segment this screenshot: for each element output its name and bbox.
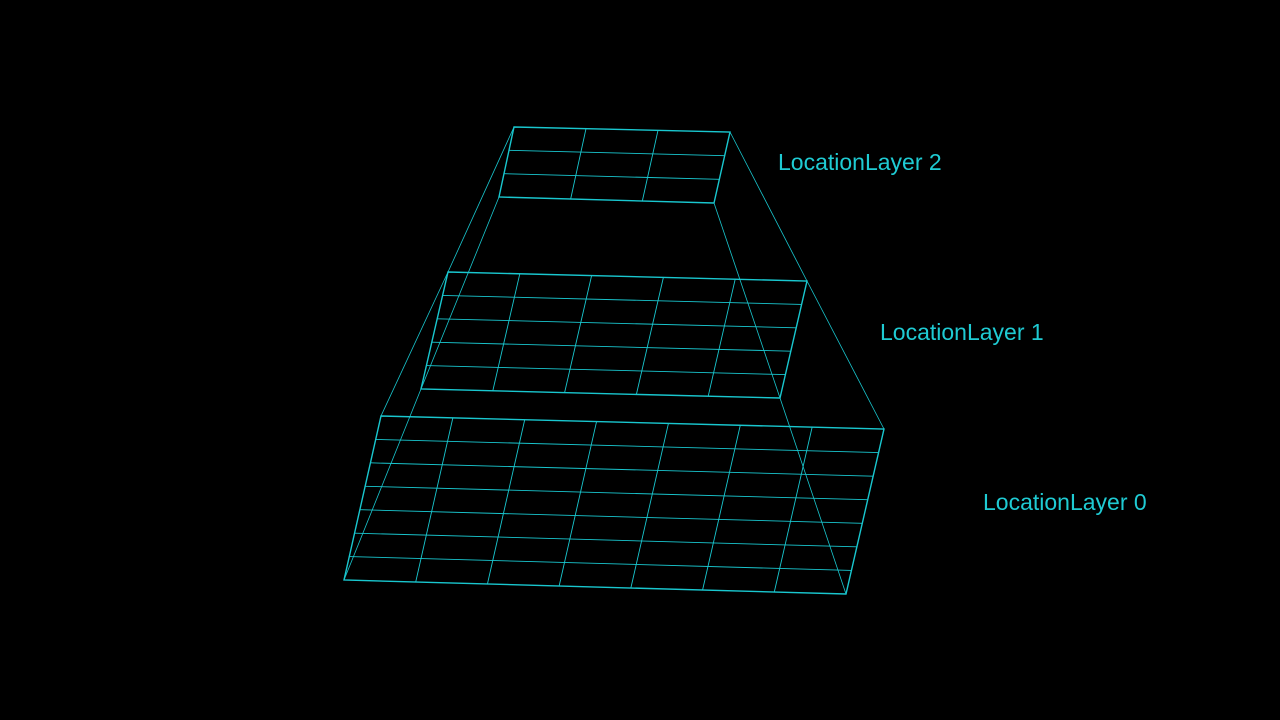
grid-column-line (702, 425, 741, 591)
grid-row-line (442, 294, 802, 305)
grid-row-line (354, 532, 857, 548)
grid-row-line (437, 318, 797, 329)
layer-connector-line (343, 388, 422, 581)
grid-column-line (707, 279, 736, 397)
layer-connectors (343, 126, 885, 595)
layer-border (420, 271, 808, 399)
grid-row-line (370, 462, 874, 477)
grid-column-line (558, 421, 598, 587)
grid-column-line (415, 417, 454, 583)
layer-connector-line (447, 126, 515, 273)
layer-connector-line (806, 280, 885, 430)
layer-connector-line (420, 196, 500, 390)
layer-connector-line (779, 397, 847, 595)
layer-label-2: LocationLayer 2 (778, 149, 942, 175)
layer-labels: LocationLayer 2 LocationLayer 1 Location… (778, 149, 1147, 515)
grid-column-line (630, 423, 669, 589)
layer-connector-line (380, 271, 449, 417)
layer-grid-1 (420, 271, 808, 399)
layer-border (498, 126, 731, 204)
layer-connector-line (713, 202, 781, 399)
layer-connector-line (729, 131, 808, 282)
grid-row-line (426, 365, 786, 376)
grid-column-line (641, 130, 659, 202)
grid-column-line (486, 419, 526, 585)
layer-grid-2 (498, 126, 731, 204)
grid-column-line (564, 275, 593, 393)
layer-grids (343, 126, 885, 595)
layer-label-0: LocationLayer 0 (983, 489, 1147, 515)
grid-row-line (503, 173, 720, 180)
layer-grid-0 (343, 415, 885, 595)
grid-column-line (570, 128, 587, 200)
grid-row-line (375, 438, 879, 454)
grid-row-line (349, 556, 852, 571)
grid-column-line (492, 273, 521, 391)
grid-row-line (431, 341, 791, 352)
layer-label-1: LocationLayer 1 (880, 319, 1044, 345)
grid-column-line (635, 277, 664, 395)
grid-row-line (508, 149, 725, 157)
layer-border (343, 415, 885, 595)
grid-column-line (773, 427, 813, 593)
grid-row-line (359, 509, 863, 524)
grid-row-line (365, 485, 868, 501)
